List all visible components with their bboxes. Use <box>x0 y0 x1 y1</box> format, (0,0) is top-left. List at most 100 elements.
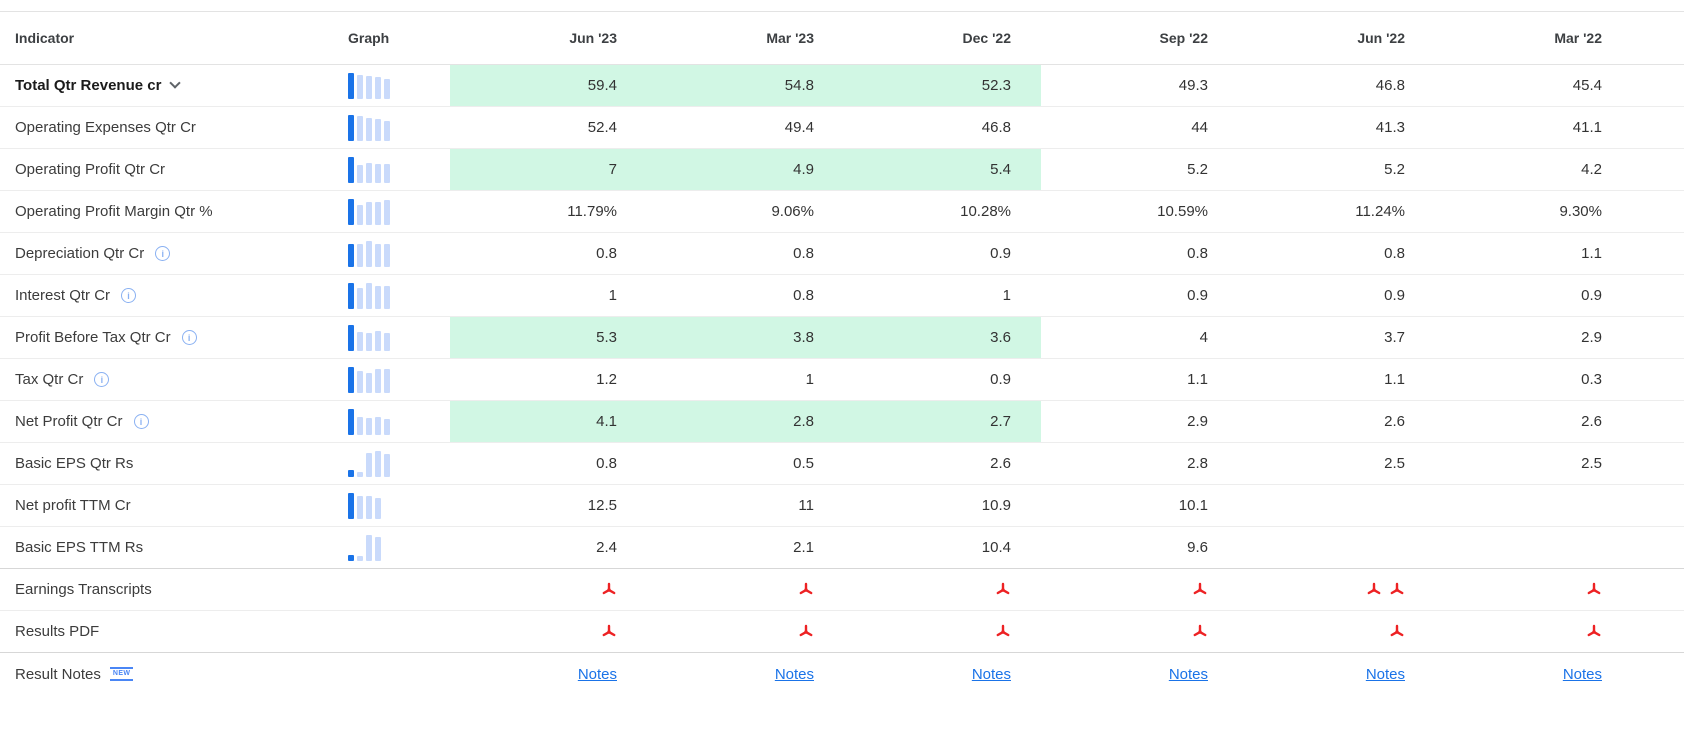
notes-link[interactable]: Notes <box>1562 665 1602 683</box>
notes-link[interactable]: Notes <box>1168 665 1208 683</box>
pdf-icon[interactable] <box>1586 582 1602 598</box>
graph-cell <box>308 317 450 358</box>
notes-link[interactable]: Notes <box>971 665 1011 683</box>
column-header-period: Mar '23 <box>766 30 814 46</box>
pdf-icon[interactable] <box>1389 582 1405 598</box>
info-icon[interactable] <box>155 246 171 261</box>
info-icon[interactable] <box>181 330 197 345</box>
row-label: Result Notes <box>15 665 101 683</box>
value-cell: 10.59% <box>1157 203 1208 220</box>
table-row: Results PDF <box>0 611 1684 653</box>
value-cell: 2.5 <box>1581 455 1602 472</box>
table-body: Total Qtr Revenue cr 59.4 54.8 52.3 49.3 46.8… <box>0 65 1684 695</box>
graph-cell <box>308 359 450 400</box>
pdf-icon[interactable] <box>995 624 1011 640</box>
value-cell <box>1041 611 1238 652</box>
value-cell: Notes <box>844 653 1041 695</box>
graph-cell <box>308 65 450 106</box>
indicator-cell: Operating Expenses Qtr Cr <box>0 107 308 148</box>
value-cell: 9.06% <box>771 203 814 220</box>
pdf-icon[interactable] <box>995 582 1011 598</box>
pdf-icon[interactable] <box>1192 582 1208 598</box>
value-cell: 5.4 <box>844 149 1041 190</box>
row-label: Net Profit Qtr Cr <box>15 413 123 430</box>
value-cell: 1.1 <box>1384 371 1405 388</box>
pdf-icon[interactable] <box>601 624 617 640</box>
indicator-cell: Profit Before Tax Qtr Cr <box>0 317 308 358</box>
mini-bar-chart <box>348 408 390 435</box>
mini-bar-chart <box>348 534 381 561</box>
value-cell: 4.1 <box>450 401 647 442</box>
info-icon[interactable] <box>121 288 137 303</box>
table-row: Operating Profit Qtr Cr 7 4.9 5.4 5.2 5.2 4.2 <box>0 149 1684 191</box>
value-cell: 0.8 <box>793 245 814 262</box>
row-label: Operating Profit Margin Qtr % <box>15 203 213 220</box>
table-row: Total Qtr Revenue cr 59.4 54.8 52.3 49.3 46.8… <box>0 65 1684 107</box>
value-cell: 54.8 <box>647 65 844 106</box>
value-cell: 5.2 <box>1187 161 1208 178</box>
value-cell: 41.3 <box>1375 119 1405 136</box>
graph-cell <box>308 191 450 232</box>
value-cell: 3.6 <box>844 317 1041 358</box>
value-cell: 5.2 <box>1384 161 1405 178</box>
new-badge: NEW <box>109 666 134 682</box>
row-label: Interest Qtr Cr <box>15 287 111 304</box>
notes-link[interactable]: Notes <box>1365 665 1405 683</box>
pdf-icon[interactable] <box>1366 582 1382 598</box>
graph-cell <box>308 569 450 610</box>
pdf-icon[interactable] <box>798 624 814 640</box>
pdf-icon[interactable] <box>1586 624 1602 640</box>
value-cell: 1.1 <box>1581 245 1602 262</box>
value-cell <box>1238 569 1435 610</box>
value-cell: Notes <box>450 653 647 695</box>
value-cell: 0.9 <box>1187 287 1208 304</box>
indicator-cell: Depreciation Qtr Cr <box>0 233 308 274</box>
pdf-icon[interactable] <box>1192 624 1208 640</box>
notes-link[interactable]: Notes <box>577 665 617 683</box>
value-cell: 11.24% <box>1355 203 1405 220</box>
mini-bar-chart <box>348 198 390 225</box>
table-row: Basic EPS TTM Rs 2.4 2.1 10.4 9.6 <box>0 527 1684 569</box>
column-header-graph: Graph <box>348 30 390 46</box>
indicator-cell: Operating Profit Margin Qtr % <box>0 191 308 232</box>
indicator-cell: Net Profit Qtr Cr <box>0 401 308 442</box>
value-cell: 9.6 <box>1187 539 1208 556</box>
value-cell <box>1435 569 1632 610</box>
pdf-icon[interactable] <box>798 582 814 598</box>
value-cell: 0.9 <box>1581 287 1602 304</box>
indicator-cell: Tax Qtr Cr <box>0 359 308 400</box>
value-cell <box>844 611 1041 652</box>
value-cell: 11 <box>798 497 814 514</box>
notes-link[interactable]: Notes <box>774 665 814 683</box>
value-cell: 0.5 <box>793 455 814 472</box>
pdf-icon[interactable] <box>1389 624 1405 640</box>
value-cell: 0.3 <box>1581 371 1602 388</box>
column-header-period: Dec '22 <box>962 30 1011 46</box>
mini-bar-chart <box>348 324 390 351</box>
value-cell: 2.6 <box>1581 413 1602 430</box>
value-cell <box>1435 485 1632 526</box>
table-row: Earnings Transcripts <box>0 569 1684 611</box>
value-cell: 2.7 <box>844 401 1041 442</box>
value-cell: 12.5 <box>587 497 617 514</box>
indicator-cell: Net profit TTM Cr <box>0 485 308 526</box>
value-cell: 49.4 <box>784 119 814 136</box>
info-icon[interactable] <box>94 372 110 387</box>
column-header-indicator: Indicator <box>15 30 75 46</box>
value-cell <box>1435 527 1632 568</box>
graph-cell <box>308 527 450 568</box>
table-row: Depreciation Qtr Cr 0.8 0.8 0.9 0.8 0.8 1.1 <box>0 233 1684 275</box>
value-cell: 0.8 <box>793 287 814 304</box>
value-cell: 7 <box>450 149 647 190</box>
pdf-icon[interactable] <box>601 582 617 598</box>
financials-table: Indicator Graph Jun '23 Mar '23 Dec '22 Sep '… <box>0 11 1684 695</box>
value-cell: 1 <box>1002 287 1011 304</box>
value-cell: 46.8 <box>1375 77 1405 94</box>
info-icon[interactable] <box>133 414 149 429</box>
row-label: Tax Qtr Cr <box>15 371 84 388</box>
value-cell: 1.2 <box>596 371 617 388</box>
row-label: Depreciation Qtr Cr <box>15 245 145 262</box>
chevron-down-icon[interactable] <box>169 77 182 89</box>
indicator-cell[interactable]: Total Qtr Revenue cr <box>0 65 308 106</box>
row-label: Results PDF <box>15 623 100 640</box>
